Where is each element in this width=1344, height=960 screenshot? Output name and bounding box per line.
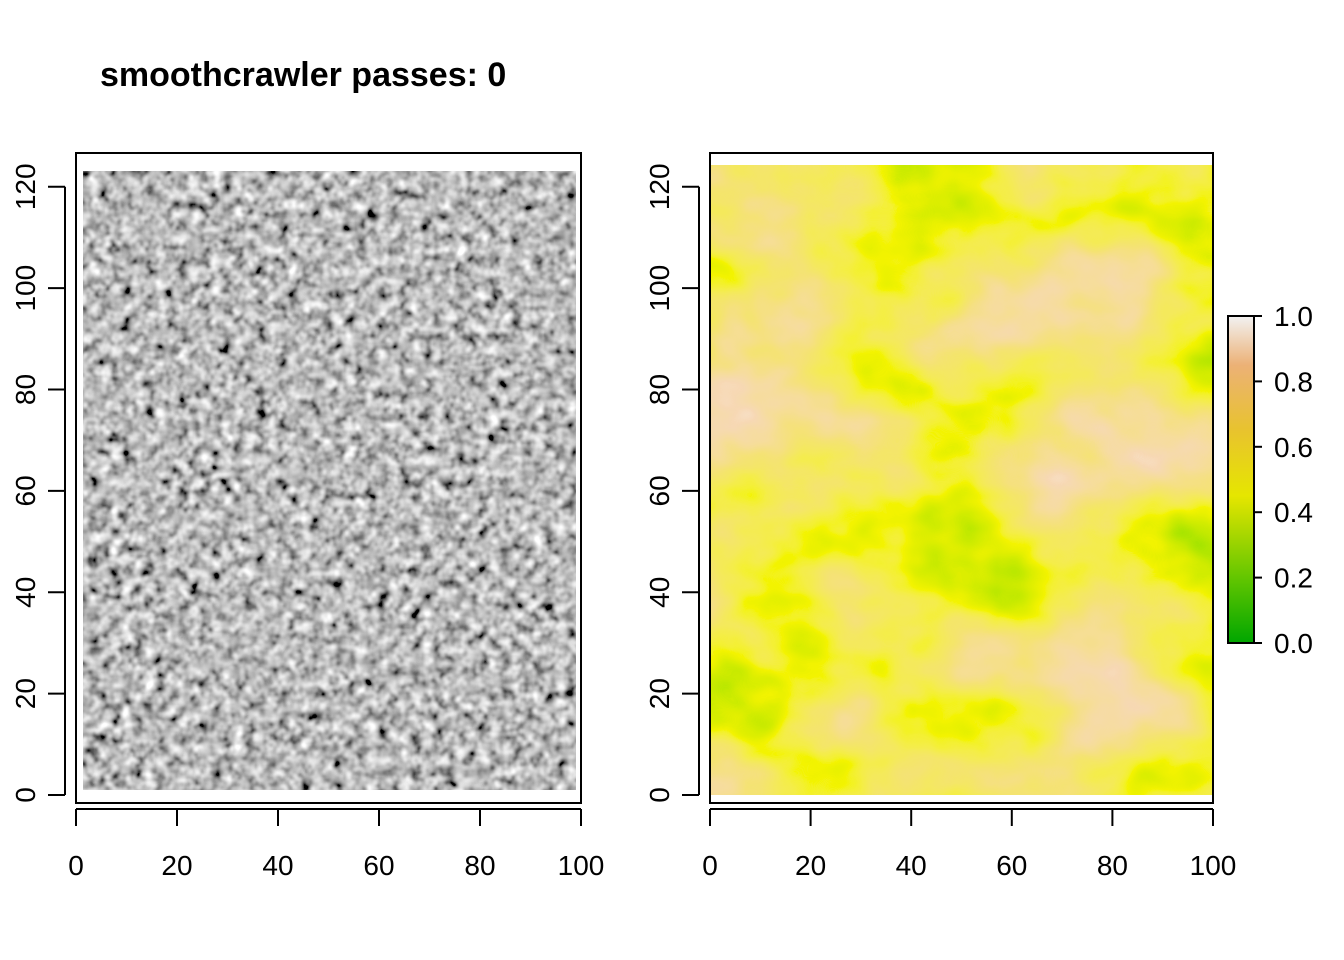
- legend-tick-label: 0.0: [1274, 628, 1313, 659]
- left-y-tick-label: 0: [10, 787, 41, 803]
- legend-tick-label: 0.4: [1274, 497, 1313, 528]
- left-y-tick-label: 120: [10, 163, 41, 210]
- right-raster: [710, 165, 1213, 795]
- left-x-tick-label: 100: [558, 850, 605, 881]
- left-x-tick-label: 20: [161, 850, 192, 881]
- right-x-axis: 0 20 40 60 80 100: [702, 808, 1237, 881]
- right-y-tick-label: 100: [644, 265, 675, 312]
- left-y-tick-label: 60: [10, 475, 41, 506]
- left-x-axis: 0 20 40 60 80 100: [68, 808, 605, 881]
- right-y-tick-label: 0: [644, 787, 675, 803]
- legend-tick-label: 0.2: [1274, 563, 1313, 594]
- left-x-tick-label: 40: [262, 850, 293, 881]
- left-y-tick-label: 80: [10, 374, 41, 405]
- right-x-tick-label: 20: [795, 850, 826, 881]
- right-x-tick-label: 0: [702, 850, 718, 881]
- left-y-tick-label: 40: [10, 577, 41, 608]
- color-legend: 0.0 0.2 0.4 0.6 0.8 1.0: [1227, 301, 1313, 659]
- left-y-tick-label: 20: [10, 678, 41, 709]
- right-y-tick-label: 120: [644, 163, 675, 210]
- right-x-tick-label: 80: [1097, 850, 1128, 881]
- right-y-tick-label: 40: [644, 577, 675, 608]
- left-y-tick-label: 100: [10, 265, 41, 312]
- right-y-tick-label: 20: [644, 678, 675, 709]
- left-x-tick-label: 60: [363, 850, 394, 881]
- legend-tick-label: 1.0: [1274, 301, 1313, 332]
- legend-color-bar: [1227, 315, 1255, 644]
- left-raster: [83, 171, 576, 790]
- right-plot-frame: [709, 152, 1214, 804]
- left-x-tick-label: 80: [464, 850, 495, 881]
- right-y-tick-label: 80: [644, 374, 675, 405]
- right-x-tick-label: 40: [896, 850, 927, 881]
- right-x-tick-label: 100: [1190, 850, 1237, 881]
- right-y-axis: 0 20 40 60 80 100 120: [644, 163, 700, 803]
- right-terrain-panel: 0 20 40 60 80 100 0 20 40 60 80 100 120: [644, 152, 1237, 881]
- right-y-tick-label: 60: [644, 475, 675, 506]
- legend-tick-label: 0.8: [1274, 366, 1313, 397]
- legend-ticks: 0.0 0.2 0.4 0.6 0.8 1.0: [1254, 301, 1313, 659]
- right-x-tick-label: 60: [996, 850, 1027, 881]
- left-x-tick-label: 0: [68, 850, 84, 881]
- left-hillshade-panel: 0 20 40 60 80 100 0 20 40 60 80 100 120: [10, 152, 605, 881]
- left-plot-frame: [75, 152, 582, 804]
- left-y-axis: 0 20 40 60 80 100 120: [10, 163, 66, 803]
- legend-tick-label: 0.6: [1274, 432, 1313, 463]
- chart-title: smoothcrawler passes: 0: [100, 56, 507, 94]
